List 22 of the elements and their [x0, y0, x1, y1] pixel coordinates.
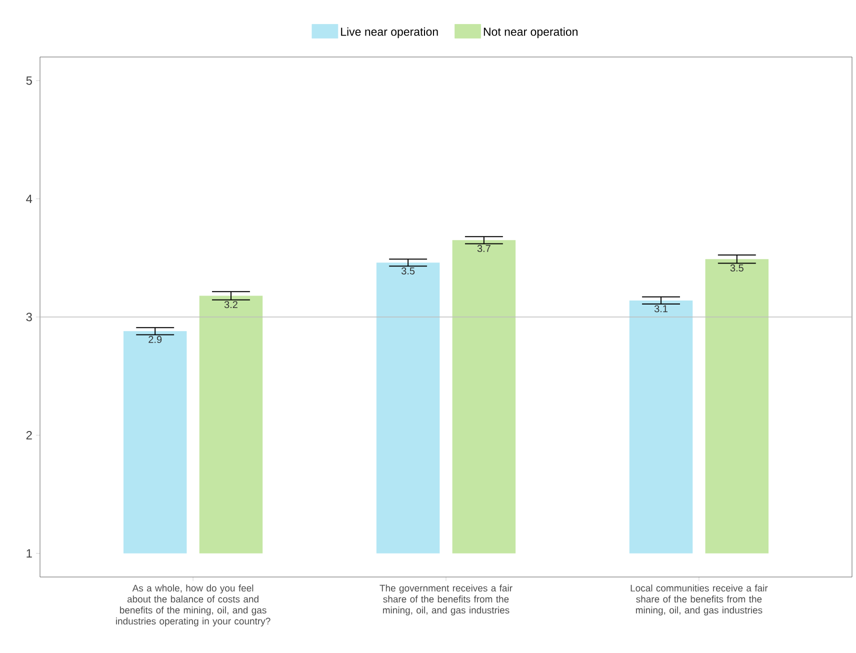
y-tick-label: 5 — [26, 76, 32, 85]
legend-label: Not near operation — [484, 27, 578, 38]
bar — [199, 296, 263, 554]
y-tick-label: 3 — [26, 312, 32, 322]
data-label: 3.7 — [477, 244, 490, 252]
bar — [705, 259, 769, 554]
data-label: 3.1 — [654, 305, 668, 312]
bar — [629, 300, 693, 554]
x-tick-label: As a whole, how do you feel about the balance of costs and benefits of the mining, oil, and gas industries operating in your country? — [116, 584, 270, 626]
bar — [123, 331, 187, 554]
x-tick-label: Local communities receive a fair share of the benefits from the mining, oil, and gas industries — [630, 584, 768, 616]
bar — [452, 240, 516, 554]
y-tick-label: 2 — [26, 430, 32, 440]
data-label: 3.5 — [730, 264, 744, 272]
data-label: 3.2 — [224, 301, 238, 308]
legend-label: Live near operation — [341, 27, 438, 38]
y-tick-label: 1 — [26, 549, 32, 558]
x-tick-label: The government receives a fair share of the benefits from the mining, oil, and gas industries — [380, 584, 512, 616]
bar — [376, 262, 440, 554]
y-tick-label: 4 — [26, 194, 32, 203]
data-label: 3.5 — [401, 267, 415, 274]
data-label: 2.9 — [148, 336, 162, 343]
